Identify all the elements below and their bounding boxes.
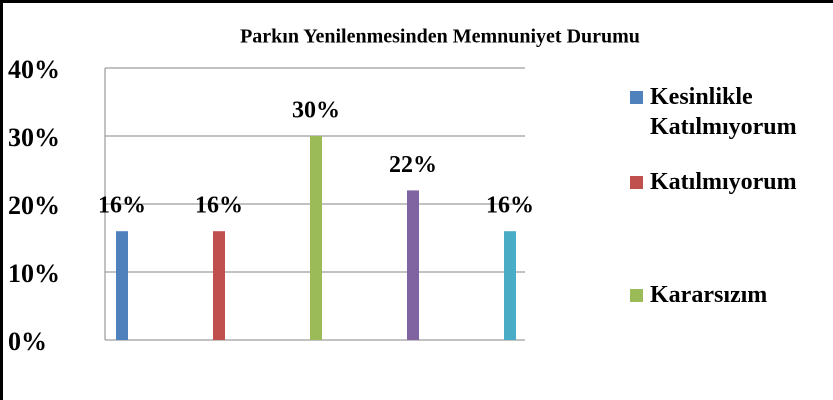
- legend-entry: Kararsızım: [630, 280, 810, 310]
- value-label: 22%: [389, 152, 437, 178]
- legend-entry: Kesinlikle Katılmıyorum: [630, 82, 810, 142]
- y-tick-label: 20%: [8, 191, 60, 220]
- y-tick-label: 10%: [8, 259, 60, 288]
- legend-swatch: [630, 91, 643, 104]
- value-label: 16%: [195, 193, 243, 219]
- bar: [504, 231, 516, 340]
- y-tick-label: 30%: [8, 123, 60, 152]
- bar: [213, 231, 225, 340]
- legend-swatch: [630, 289, 643, 302]
- bar: [407, 190, 419, 340]
- legend-swatch: [630, 176, 643, 189]
- bar: [116, 231, 128, 340]
- legend-label: Katılmıyorum: [650, 169, 797, 195]
- value-label: 16%: [486, 193, 534, 219]
- value-label: 16%: [98, 193, 146, 219]
- chart-title: Parkın Yenilenmesinden Memnuniyet Durumu: [240, 26, 640, 48]
- legend-label: Kararsızım: [650, 282, 768, 308]
- bar: [310, 136, 322, 340]
- legend-entry: Katılmıyorum: [630, 167, 810, 197]
- legend-label: Kesinlikle Katılmıyorum: [650, 84, 797, 140]
- value-label: 30%: [292, 98, 340, 124]
- y-tick-label: 0%: [8, 327, 47, 356]
- y-tick-label: 40%: [8, 55, 60, 84]
